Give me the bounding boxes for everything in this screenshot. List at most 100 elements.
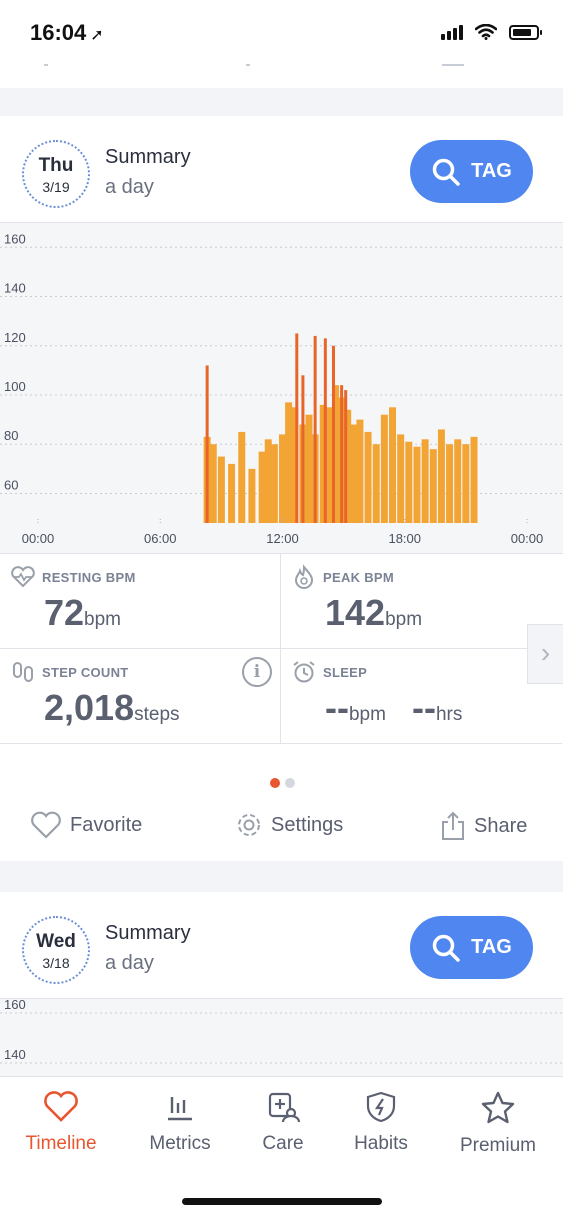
chart-bar (462, 444, 470, 523)
battery-icon (509, 24, 542, 40)
metric-value: 72bpm (44, 592, 121, 634)
metric-label: STEP COUNT (42, 665, 129, 680)
day-badge[interactable]: Wed 3/18 (22, 916, 90, 984)
y-tick-label: 100 (4, 379, 26, 394)
summary-title: Summary (105, 146, 191, 168)
chart-bar (248, 468, 256, 523)
summary-subtitle: a day (105, 176, 154, 198)
y-tick-label: 80 (4, 428, 18, 443)
metric-label: SLEEP (323, 665, 368, 680)
tab-premium[interactable]: Premium (443, 1091, 553, 1157)
settings-label: Settings (271, 813, 344, 836)
status-bar: 16:04 ➚ (0, 0, 563, 88)
heart-outline-icon (31, 811, 61, 839)
cellular-signal-icon (441, 24, 463, 40)
star-icon (481, 1091, 515, 1124)
chart-bar (305, 414, 313, 523)
chart-bar (405, 441, 413, 523)
chart-bar (380, 414, 388, 523)
chart-bar (421, 439, 429, 523)
shield-bolt-icon (366, 1091, 396, 1123)
heart-icon (44, 1091, 78, 1122)
metric-label: RESTING BPM (42, 570, 136, 585)
summary-subtitle: a day (105, 952, 154, 974)
day-of-week: Wed (36, 931, 76, 952)
tab-timeline[interactable]: Timeline (6, 1091, 116, 1155)
chart-bar (364, 431, 372, 523)
info-icon[interactable]: i (242, 657, 272, 687)
share-label: Share (474, 814, 528, 837)
status-time: 16:04 ➚ (30, 20, 104, 45)
x-tick-label: 00:00 (511, 531, 544, 546)
favorite-label: Favorite (70, 813, 143, 836)
alarm-clock-icon (293, 661, 315, 683)
metric-sleep[interactable]: SLEEP --bpm --hrs (281, 649, 562, 744)
tab-label: Habits (354, 1133, 408, 1154)
chart-bar (397, 434, 405, 523)
chart-bar (217, 456, 225, 523)
tab-metrics[interactable]: Metrics (125, 1091, 235, 1155)
heart-pulse-icon (11, 566, 35, 588)
chevron-right-icon[interactable]: › (527, 624, 563, 684)
y-tick-label: 120 (4, 330, 26, 345)
tab-label: Premium (459, 1135, 536, 1156)
chart-bar (389, 407, 397, 523)
heart-rate-chart[interactable]: 160 140 120 100 80 60 00:00 06:00 12:00 18:00 00:0… (0, 222, 563, 554)
bar-chart-icon (168, 1097, 192, 1121)
chart-bar (285, 402, 293, 523)
x-tick-label: 12:00 (266, 531, 299, 546)
sleep-hrs-unit: hrs (435, 704, 463, 725)
metric-resting-bpm[interactable]: RESTING BPM 72bpm (0, 554, 281, 649)
gear-icon (238, 814, 260, 836)
metric-value: 142bpm (325, 592, 422, 634)
chart-bar (205, 365, 209, 523)
tag-label: TAG (471, 160, 512, 182)
chart-bar (313, 335, 317, 523)
sleep-hrs-value: -- (411, 687, 436, 728)
tab-label: Metrics (149, 1133, 211, 1154)
peak-bpm-value: 142 (325, 592, 386, 633)
share-button[interactable]: Share (440, 811, 527, 841)
location-arrow-icon: ➚ (90, 27, 104, 44)
tab-habits[interactable]: Habits (326, 1091, 436, 1155)
chart-bar (446, 444, 454, 523)
favorite-button[interactable]: Favorite (30, 811, 142, 839)
chart-bar (301, 375, 305, 523)
day-badge[interactable]: Thu 3/19 (22, 140, 90, 208)
chart-bar (429, 449, 437, 523)
metric-step-count[interactable]: STEP COUNT i 2,018steps (0, 649, 281, 744)
page-dot[interactable] (285, 778, 295, 788)
y-tick-label: 60 (4, 477, 18, 492)
chart-bar (470, 436, 478, 523)
x-tick-label: 18:00 (388, 531, 421, 546)
tag-button[interactable]: TAG (410, 140, 533, 203)
tab-care[interactable]: Care (228, 1091, 338, 1155)
chart-bar (295, 333, 299, 523)
heart-rate-chart-svg: 160 140 120 100 80 60 00:00 06:00 12:00 18:00 00:0… (0, 231, 563, 546)
day-date: 3/18 (42, 955, 70, 971)
chart-bar (340, 385, 344, 523)
chart-bar (279, 434, 286, 523)
chart-bar (344, 390, 348, 523)
home-indicator (182, 1198, 382, 1205)
chart-bar (413, 446, 421, 523)
settings-button[interactable]: Settings (235, 811, 343, 839)
chart-bar (454, 439, 462, 523)
y-tick-label: 140 (4, 1047, 26, 1062)
search-icon (432, 934, 460, 962)
metric-value: 2,018steps (44, 687, 180, 729)
chart-bar (323, 338, 327, 523)
chart-bar (291, 407, 299, 523)
sleep-bpm-unit: bpm (348, 704, 386, 725)
care-icon (268, 1092, 301, 1123)
summary-title: Summary (105, 922, 191, 944)
share-icon (442, 811, 464, 840)
chart-bar (270, 444, 278, 523)
page-dot-active[interactable] (270, 778, 280, 788)
chart-bar (209, 444, 217, 523)
metric-label: PEAK BPM (323, 570, 395, 585)
tag-button[interactable]: TAG (410, 916, 533, 979)
y-tick-label: 140 (4, 281, 26, 296)
metric-peak-bpm[interactable]: PEAK BPM 142bpm (281, 554, 562, 649)
y-tick-label: 160 (4, 231, 26, 246)
